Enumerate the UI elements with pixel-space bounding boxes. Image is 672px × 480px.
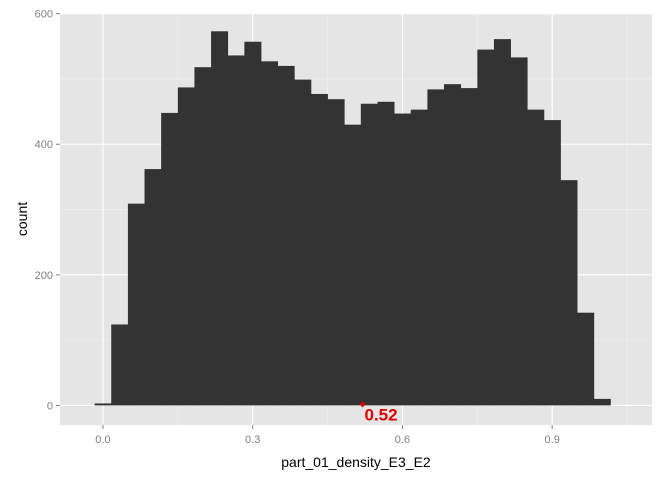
x-tick-label: 0.3 bbox=[245, 434, 260, 446]
histogram-bar bbox=[177, 87, 195, 406]
histogram-bar bbox=[344, 124, 362, 406]
x-tick-label: 0.6 bbox=[395, 434, 410, 446]
y-axis: 0 200 400 600 bbox=[35, 9, 60, 412]
x-axis-title: part_01_density_E3_E2 bbox=[281, 454, 431, 470]
annotation-marker bbox=[359, 401, 366, 408]
histogram-bar bbox=[527, 109, 545, 406]
histogram-bar bbox=[360, 103, 378, 406]
histogram-bar bbox=[510, 57, 528, 406]
x-tick-label: 0.0 bbox=[95, 434, 110, 446]
y-tick-label: 0 bbox=[47, 400, 53, 412]
histogram-bar bbox=[194, 67, 212, 406]
histogram-bar bbox=[543, 120, 561, 406]
y-tick-label: 200 bbox=[35, 270, 53, 282]
histogram-bar bbox=[94, 403, 112, 406]
histogram-bar bbox=[427, 89, 445, 406]
histogram-bar bbox=[277, 65, 295, 406]
histogram-bar bbox=[577, 312, 595, 406]
histogram-bar bbox=[394, 113, 412, 406]
histogram-bar bbox=[211, 31, 229, 406]
y-axis-title: count bbox=[14, 202, 30, 236]
histogram-bar bbox=[444, 84, 462, 406]
histogram-bar bbox=[560, 180, 578, 406]
histogram-bars bbox=[94, 31, 611, 406]
histogram-bar bbox=[493, 39, 511, 406]
x-tick-label: 0.9 bbox=[545, 434, 560, 446]
histogram-bar bbox=[111, 324, 129, 406]
histogram-bar bbox=[593, 398, 611, 406]
histogram-bar bbox=[127, 203, 145, 406]
histogram-bar bbox=[227, 55, 245, 406]
histogram-bar bbox=[460, 88, 478, 406]
annotation: 0.52 bbox=[359, 401, 398, 424]
histogram-bar bbox=[410, 109, 428, 406]
histogram-bar bbox=[244, 41, 262, 406]
histogram-bar bbox=[477, 49, 495, 406]
y-tick-label: 400 bbox=[35, 139, 53, 151]
histogram-bar bbox=[161, 112, 179, 406]
histogram-bar bbox=[144, 169, 162, 406]
annotation-label: 0.52 bbox=[364, 405, 397, 424]
x-axis: 0.0 0.3 0.6 0.9 bbox=[95, 425, 560, 446]
histogram-bar bbox=[294, 79, 312, 406]
histogram-bar bbox=[377, 101, 395, 406]
histogram-bar bbox=[327, 99, 345, 406]
y-tick-label: 600 bbox=[35, 9, 53, 21]
histogram-bar bbox=[310, 93, 328, 406]
histogram-bar bbox=[260, 61, 279, 406]
